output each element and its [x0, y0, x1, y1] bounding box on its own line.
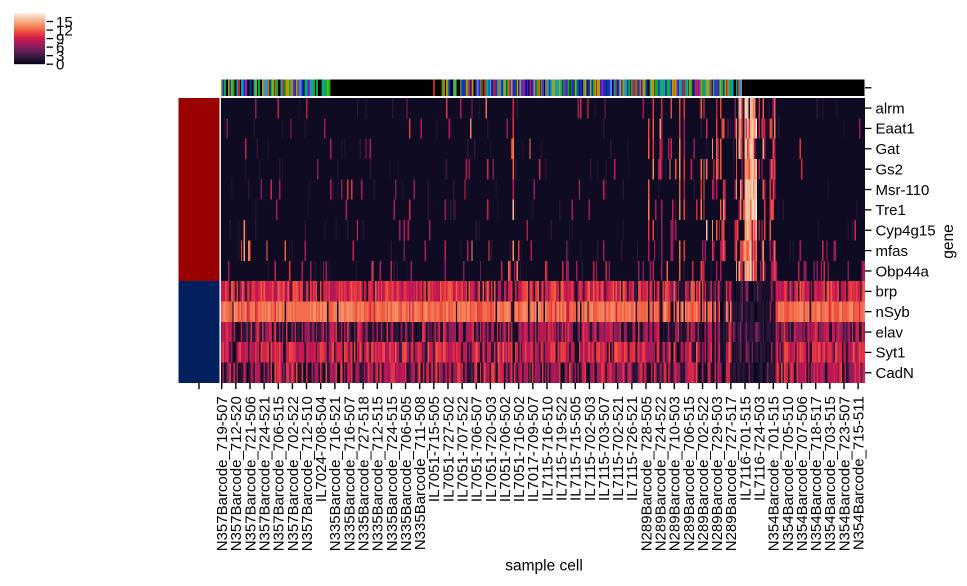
- svg-text:IL7024-708-504: IL7024-708-504: [313, 396, 330, 502]
- svg-text:nSyb: nSyb: [876, 304, 910, 321]
- svg-text:N335Barcode_712-515: N335Barcode_712-515: [370, 396, 387, 551]
- svg-text:N354Barcode_703-515: N354Barcode_703-515: [822, 396, 839, 551]
- svg-text:IL7051-715-505: IL7051-715-505: [426, 396, 443, 502]
- svg-text:N289Barcode_706-515: N289Barcode_706-515: [681, 396, 698, 551]
- svg-text:N335Barcode_716-521: N335Barcode_716-521: [327, 396, 344, 551]
- svg-text:N354Barcode_723-507: N354Barcode_723-507: [836, 396, 853, 551]
- svg-text:N357Barcode_706-515: N357Barcode_706-515: [271, 396, 288, 551]
- svg-text:gene: gene: [940, 224, 957, 258]
- svg-text:N357Barcode_702-522: N357Barcode_702-522: [285, 396, 302, 551]
- svg-text:N357Barcode_719-507: N357Barcode_719-507: [214, 396, 231, 551]
- svg-text:IL7115-716-510: IL7115-716-510: [539, 396, 556, 501]
- svg-text:N357Barcode_712-510: N357Barcode_712-510: [299, 396, 316, 551]
- svg-text:N289Barcode_727-517: N289Barcode_727-517: [723, 396, 740, 551]
- svg-text:IL7017-709-507: IL7017-709-507: [525, 396, 542, 502]
- svg-text:IL7051-716-502: IL7051-716-502: [511, 396, 528, 502]
- svg-text:N354Barcode_705-510: N354Barcode_705-510: [780, 396, 797, 551]
- svg-text:N357Barcode_724-521: N357Barcode_724-521: [257, 396, 274, 551]
- svg-text:N354Barcode_718-517: N354Barcode_718-517: [808, 396, 825, 551]
- svg-text:N357Barcode_721-506: N357Barcode_721-506: [242, 396, 259, 551]
- svg-text:mfas: mfas: [876, 243, 909, 260]
- svg-text:IL7115-703-507: IL7115-703-507: [596, 396, 613, 501]
- svg-text:IL7116-701-515: IL7116-701-515: [737, 396, 754, 501]
- svg-text:N335Barcode_706-505: N335Barcode_706-505: [398, 396, 415, 551]
- svg-text:IL7115-719-522: IL7115-719-522: [554, 396, 571, 501]
- svg-text:0: 0: [56, 57, 64, 74]
- svg-text:N335Barcode_727-518: N335Barcode_727-518: [356, 396, 373, 551]
- svg-text:N335Barcode_711-508: N335Barcode_711-508: [412, 396, 429, 550]
- svg-text:IL7051-707-522: IL7051-707-522: [455, 396, 472, 502]
- svg-text:6: 6: [56, 40, 64, 57]
- svg-text:N289Barcode_710-503: N289Barcode_710-503: [667, 396, 684, 551]
- svg-text:brp: brp: [876, 284, 898, 301]
- svg-text:Gat: Gat: [876, 141, 901, 158]
- svg-text:N289Barcode_728-505: N289Barcode_728-505: [638, 396, 655, 551]
- svg-text:IL7115-702-521: IL7115-702-521: [610, 396, 627, 501]
- svg-text:IL7115-726-521: IL7115-726-521: [624, 396, 641, 501]
- svg-text:IL7051-706-502: IL7051-706-502: [497, 396, 514, 502]
- svg-text:Msr-110: Msr-110: [876, 182, 930, 199]
- svg-text:N335Barcode_724-515: N335Barcode_724-515: [384, 396, 401, 551]
- svg-text:Gs2: Gs2: [876, 161, 904, 178]
- svg-text:IL7051-727-502: IL7051-727-502: [440, 396, 457, 502]
- svg-text:15: 15: [56, 14, 73, 31]
- svg-text:Eaat1: Eaat1: [876, 121, 915, 138]
- svg-text:alrm: alrm: [876, 100, 905, 117]
- svg-text:9: 9: [56, 31, 64, 48]
- svg-text:IL7115-715-505: IL7115-715-505: [568, 396, 585, 501]
- svg-text:IL7051-706-507: IL7051-706-507: [469, 396, 486, 502]
- svg-text:12: 12: [56, 22, 73, 39]
- svg-text:Cyp4g15: Cyp4g15: [876, 223, 936, 240]
- svg-text:N357Barcode_712-520: N357Barcode_712-520: [228, 396, 245, 551]
- svg-text:N354Barcode_715-511: N354Barcode_715-511: [851, 396, 868, 550]
- svg-text:N289Barcode_729-503: N289Barcode_729-503: [709, 396, 726, 551]
- svg-text:3: 3: [56, 48, 64, 65]
- svg-text:Tre1: Tre1: [876, 202, 906, 219]
- svg-text:elav: elav: [876, 324, 904, 341]
- svg-text:IL7051-720-503: IL7051-720-503: [483, 396, 500, 502]
- svg-text:CadN: CadN: [876, 365, 914, 382]
- svg-text:Syt1: Syt1: [876, 345, 906, 362]
- svg-text:Obp44a: Obp44a: [876, 263, 930, 280]
- svg-text:N289Barcode_724-522: N289Barcode_724-522: [653, 396, 670, 551]
- svg-text:IL7116-724-503: IL7116-724-503: [752, 396, 769, 501]
- svg-text:sample cell: sample cell: [505, 558, 583, 575]
- svg-text:N354Barcode_707-506: N354Barcode_707-506: [794, 396, 811, 551]
- svg-text:N354Barcode_701-515: N354Barcode_701-515: [766, 396, 783, 551]
- svg-text:N335Barcode_716-507: N335Barcode_716-507: [341, 396, 358, 551]
- svg-text:IL7115-702-503: IL7115-702-503: [582, 396, 599, 501]
- svg-text:N289Barcode_702-522: N289Barcode_702-522: [695, 396, 712, 551]
